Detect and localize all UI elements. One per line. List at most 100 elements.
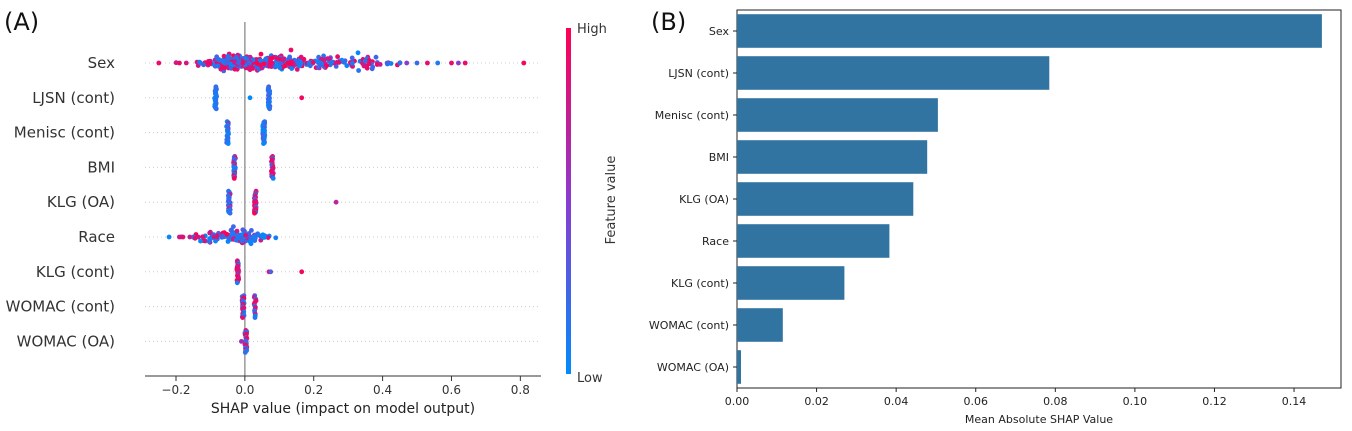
feature-points-row (156, 47, 527, 74)
bar (737, 224, 890, 258)
shap-point (362, 58, 368, 64)
shap-point (350, 60, 355, 66)
shap-point (462, 60, 468, 66)
colorbar-gradient (566, 28, 571, 374)
feature-label: LJSN (cont) (32, 89, 115, 107)
bar (737, 350, 741, 384)
feature-label: WOMAC (OA) (17, 332, 115, 350)
shap-point (240, 315, 246, 320)
shap-point (273, 235, 279, 241)
shap-point (287, 54, 293, 60)
shap-point (247, 95, 253, 101)
shap-point (295, 60, 301, 66)
x-axis-ticks: −0.2 0.0 0.2 0.4 0.6 0.8 (161, 376, 530, 397)
shap-point (257, 58, 263, 63)
shap-point (435, 60, 441, 66)
shap-point (224, 60, 230, 66)
x-tick-label: 0.06 (963, 395, 988, 408)
category-label: Menisc (cont) (655, 109, 729, 122)
bar (737, 266, 845, 300)
x-tick-label: 0.8 (511, 383, 530, 397)
category-label: WOMAC (cont) (649, 319, 729, 332)
category-labels: Sex LJSN (cont) Menisc (cont) BMI KLG (OA) Ra… (649, 25, 737, 374)
shap-point (246, 232, 252, 238)
shap-point (219, 64, 225, 69)
shap-point (355, 50, 361, 56)
shap-point (456, 60, 461, 66)
category-label: BMI (709, 151, 729, 164)
shap-point (277, 65, 283, 71)
shap-point (342, 60, 347, 65)
x-axis-title: Mean Absolute SHAP Value (965, 413, 1113, 426)
shap-point (225, 141, 231, 147)
shap-point (289, 66, 295, 71)
shap-point (239, 238, 245, 244)
shap-point (247, 60, 252, 66)
bar (737, 182, 914, 216)
feature-points-row (166, 224, 279, 247)
shap-point (235, 234, 241, 240)
shap-point (364, 65, 370, 71)
shap-point (236, 60, 241, 66)
shap-point (414, 60, 420, 66)
feature-label: Race (78, 228, 115, 246)
shap-point (288, 47, 294, 53)
shap-point (373, 54, 379, 60)
shap-point (288, 60, 293, 66)
category-label: KLG (OA) (679, 193, 729, 206)
feature-label: Sex (88, 54, 115, 72)
bars (737, 14, 1322, 384)
feature-label: BMI (87, 158, 115, 176)
shap-point (250, 66, 256, 71)
shap-point (282, 63, 288, 69)
colorbar-high-label: High (577, 22, 607, 37)
x-tick-label: 0.6 (442, 383, 461, 397)
x-tick-label: 0.0 (235, 383, 254, 397)
shap-point (254, 61, 260, 66)
shap-point (183, 60, 189, 66)
shap-point (261, 141, 266, 147)
feature-points-row (212, 84, 305, 112)
shap-point (234, 228, 240, 234)
shap-point (187, 234, 193, 240)
shap-point (335, 54, 340, 60)
shap-point (329, 59, 335, 65)
shap-point (280, 57, 286, 63)
shap-point (270, 176, 276, 181)
shap-point (521, 60, 527, 66)
shap-point (397, 60, 403, 66)
shap-point (307, 63, 313, 69)
x-tick-label: 0.00 (725, 395, 750, 408)
shap-point (207, 61, 213, 66)
shap-point (206, 239, 212, 245)
shap-point (322, 57, 327, 62)
shap-point (220, 233, 226, 239)
shap-point (298, 54, 304, 60)
shap-point (299, 95, 305, 101)
x-tick-label: 0.2 (304, 383, 323, 397)
shap-point (227, 210, 233, 216)
shap-point (228, 227, 234, 233)
shap-point (246, 64, 252, 70)
colorbar-title: Feature value (604, 156, 619, 245)
shap-point (239, 339, 244, 344)
shap-point (318, 62, 323, 68)
shap-point (232, 66, 238, 72)
x-axis-title: SHAP value (impact on model output) (211, 401, 475, 417)
shap-points (156, 47, 527, 355)
shap-point (200, 234, 206, 240)
shap-point (180, 234, 186, 240)
colorbar-low-label: Low (577, 371, 603, 386)
x-tick-label: 0.08 (1043, 395, 1068, 408)
shap-point (231, 176, 237, 181)
shap-point (243, 55, 248, 61)
shap-point (240, 60, 246, 66)
feature-points-row (231, 154, 276, 181)
x-tick-label: 0.04 (884, 395, 909, 408)
category-label: Race (702, 235, 729, 248)
shap-point (225, 53, 231, 59)
shap-point (166, 234, 172, 240)
feature-labels: Sex LJSN (cont) Menisc (cont) BMI KLG (OA) Ra… (6, 54, 115, 350)
